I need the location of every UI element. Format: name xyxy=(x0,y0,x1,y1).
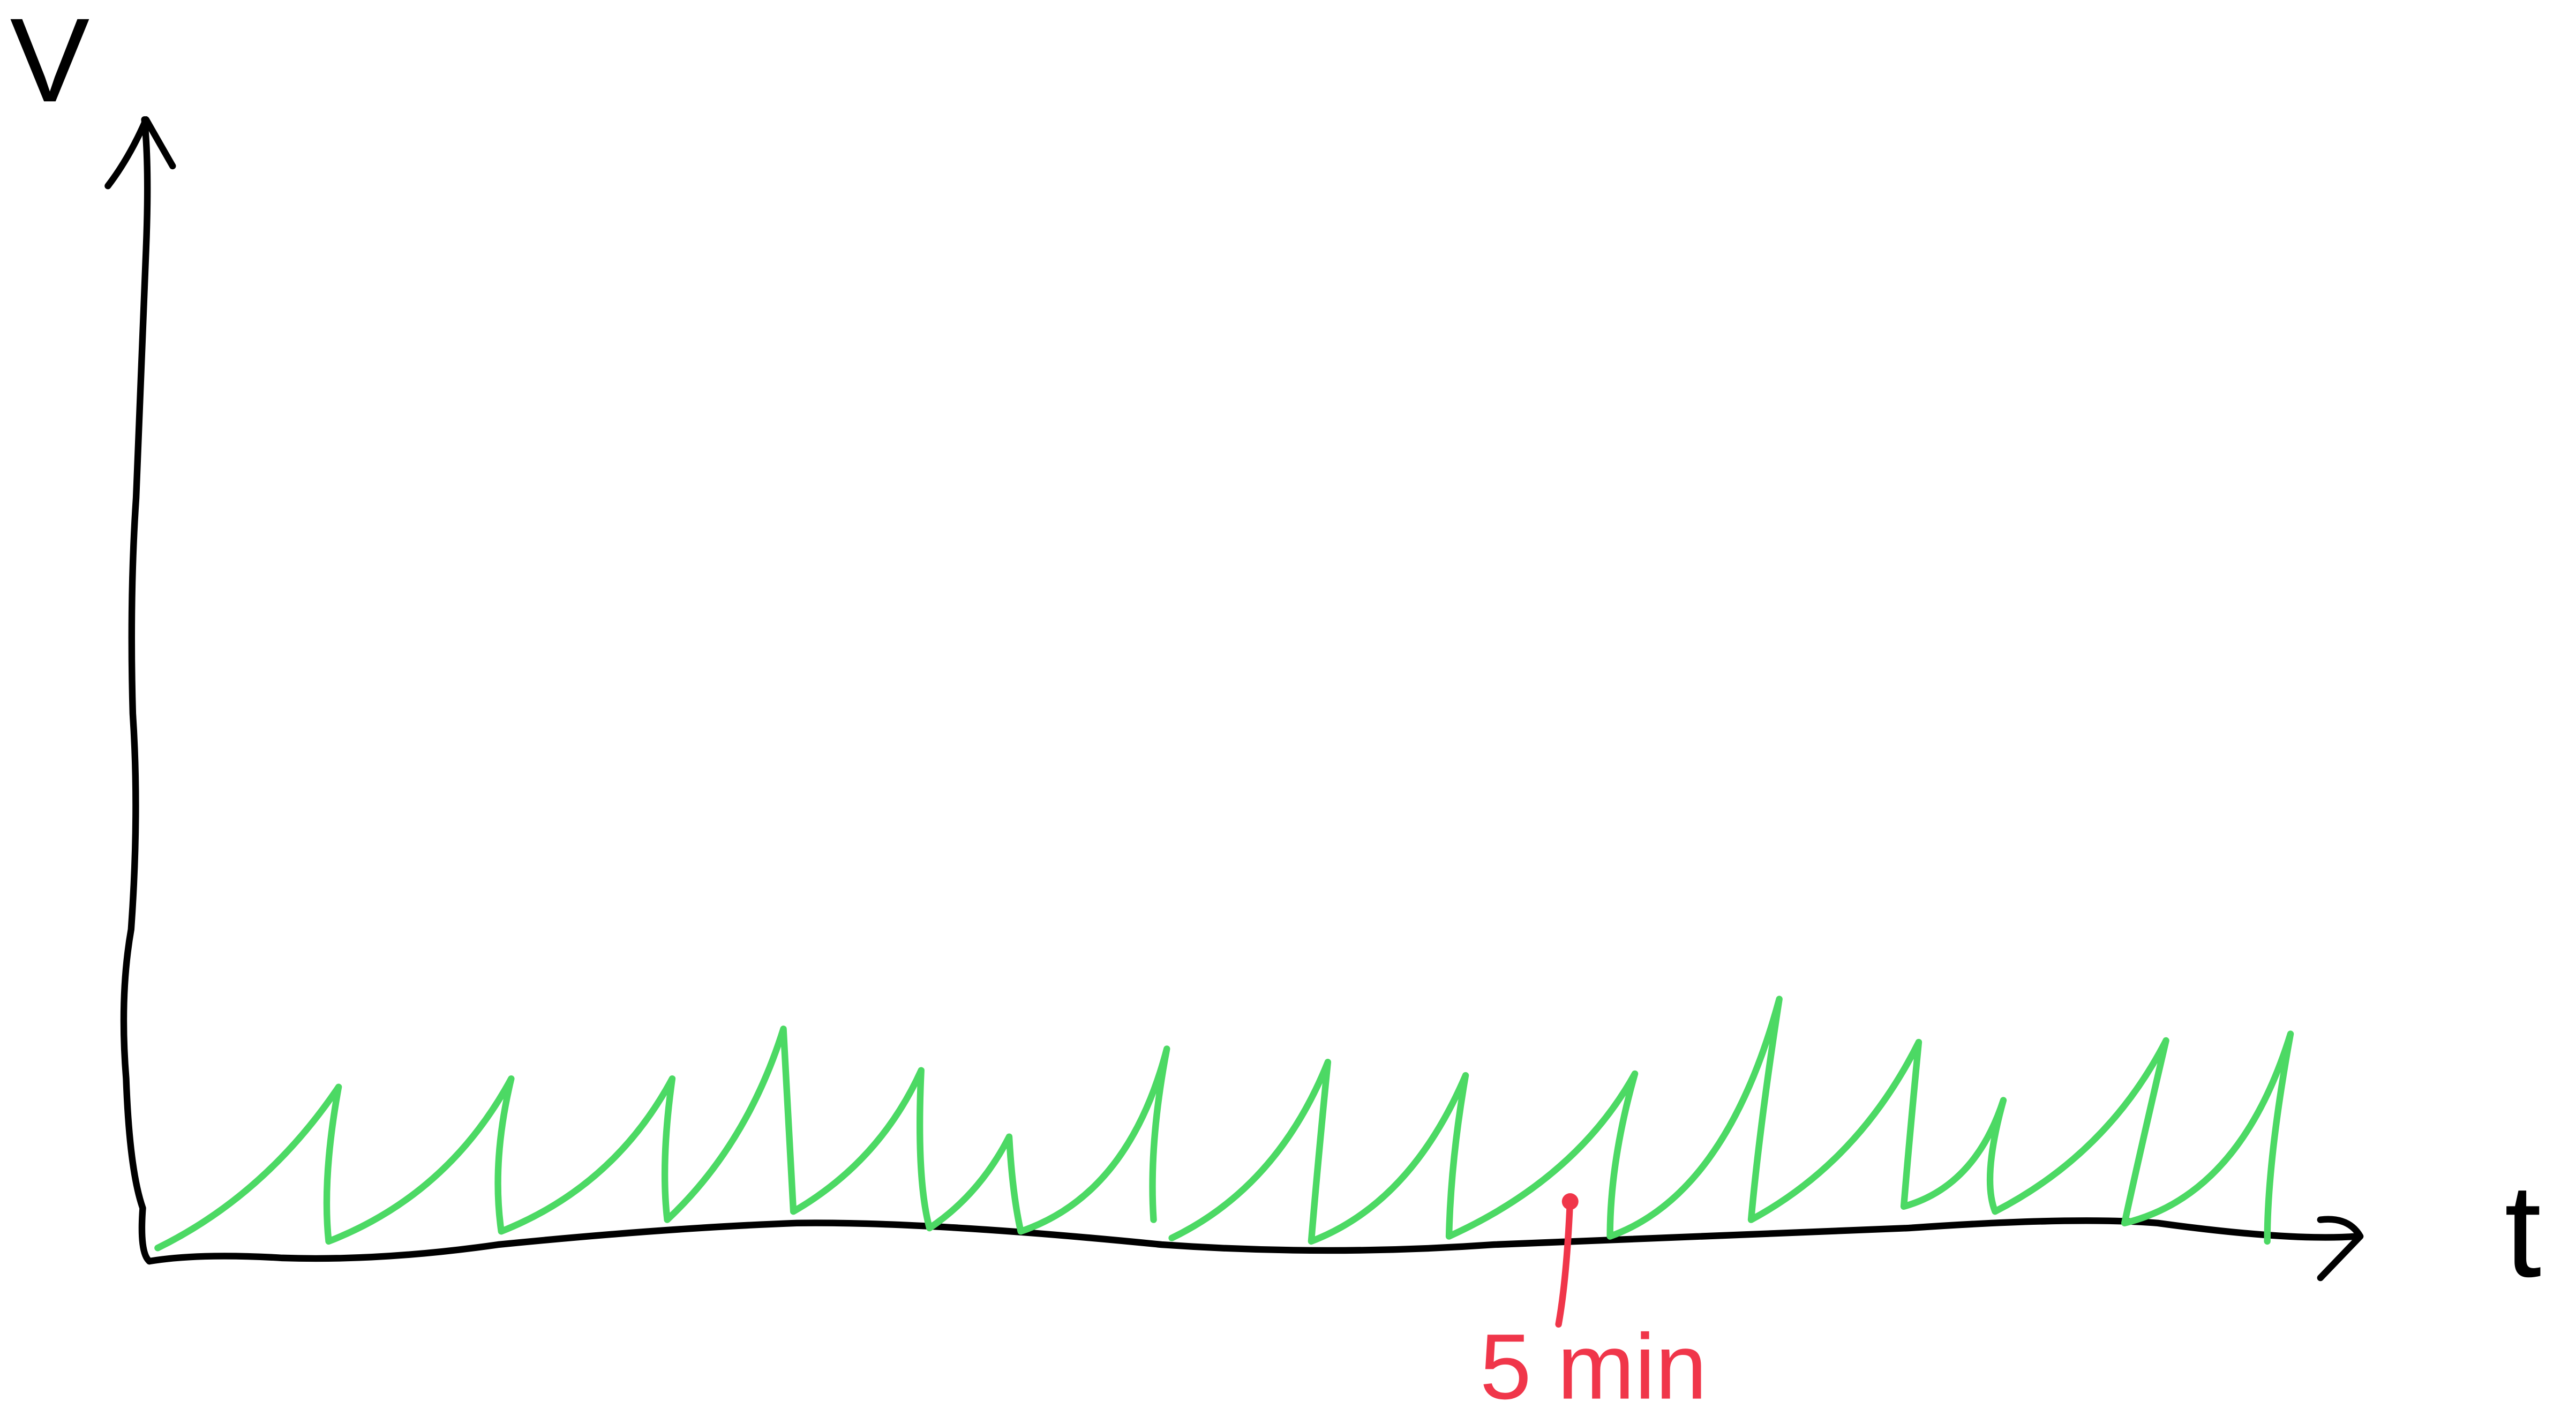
y-axis-label: V xyxy=(10,0,90,127)
x-axis-label: t xyxy=(2504,1156,2541,1305)
annotation: 5 min xyxy=(1479,1315,1707,1409)
marker-dot xyxy=(1561,1193,1579,1210)
x-axis xyxy=(146,1217,2361,1265)
sawtooth-curve xyxy=(154,996,2294,1252)
y-axis xyxy=(120,116,153,1265)
x-axis-arrow xyxy=(2317,1216,2364,1282)
y-axis-arrow xyxy=(104,116,176,190)
marker-line xyxy=(1555,1195,1574,1328)
